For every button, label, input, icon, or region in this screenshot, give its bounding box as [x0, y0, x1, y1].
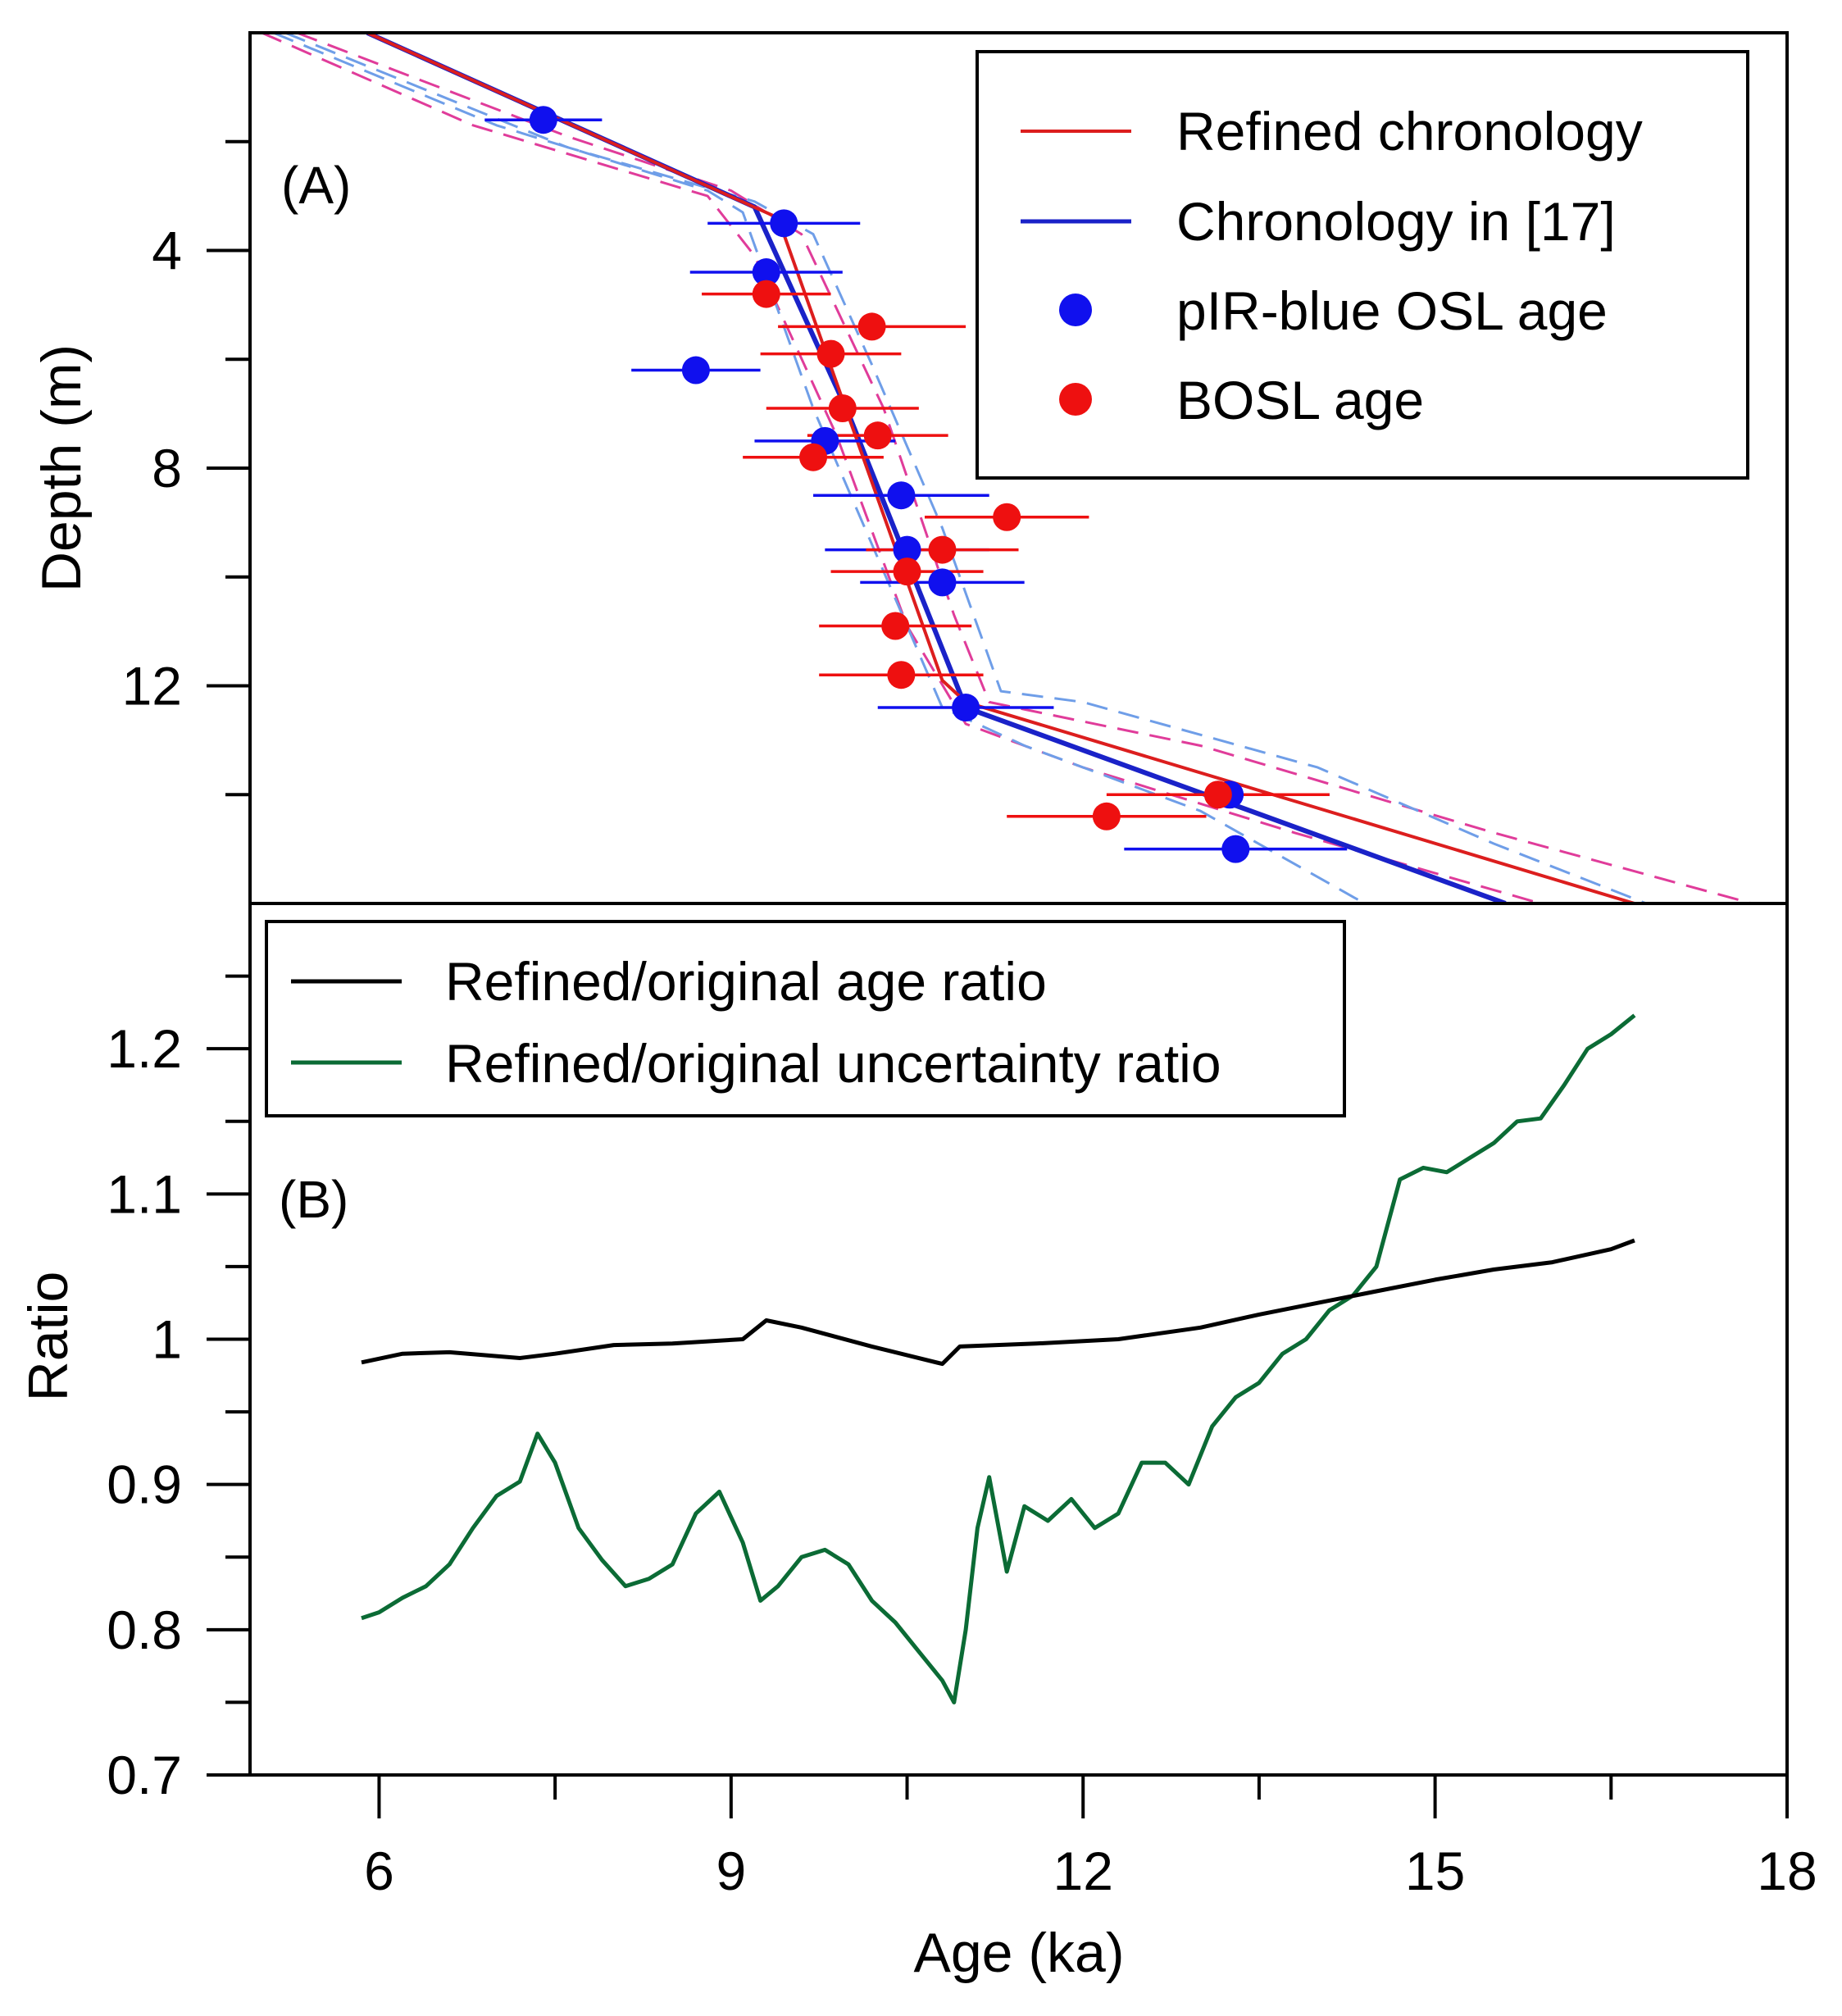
bosl-point [799, 443, 828, 471]
panel-a-y-axis: 4 8 12 [122, 139, 250, 797]
x-axis-tick-label: 9 [716, 1841, 746, 1901]
panel-a-legend: Refined chronology Chronology in [17] pI… [976, 50, 1749, 480]
panel-a-y-tick-label: 4 [152, 221, 182, 281]
x-axis-tick-label: 6 [364, 1841, 394, 1901]
legend-bosl-label: BOSL age [1176, 370, 1424, 430]
legend-pir-blue-osl-marker [1059, 294, 1092, 326]
x-axis-tick-label: 18 [1757, 1841, 1817, 1901]
legend-pir-blue-osl-label: pIR-blue OSL age [1176, 280, 1608, 341]
bosl-point [887, 661, 916, 689]
x-axis-title: Age (ka) [914, 1922, 1125, 1984]
bosl-point [1203, 780, 1232, 809]
pir-blue-osl-point [952, 694, 980, 722]
panel-b-y-axis: 0.7 0.8 0.9 1 1.1 1.2 [107, 974, 250, 1805]
legend-uncertainty-ratio-label: Refined/original uncertainty ratio [445, 1033, 1221, 1094]
legend-refined-chronology-label: Refined chronology [1176, 101, 1643, 162]
bosl-point [857, 312, 886, 341]
panel-a-band-line-5 [273, 33, 1366, 903]
panel-a: 4 8 12 (A) Depth (m) Refined chronology Ch… [30, 31, 1789, 905]
panel-b: 0.7 0.8 0.9 1 1.1 1.2 6 9 12 15 18 (B) Ratio Age … [17, 903, 1817, 1984]
pir-blue-osl-point [928, 568, 957, 597]
x-axis-tick-label: 12 [1053, 1841, 1113, 1901]
panel-b-y-tick-label: 1.1 [107, 1163, 182, 1224]
panel-a-legend-box [976, 50, 1749, 480]
bosl-point [828, 394, 857, 422]
panel-a-y-tick-label: 8 [152, 438, 182, 498]
pir-blue-osl-point [681, 356, 710, 385]
bosl-point [816, 339, 845, 368]
age-ratio-line [361, 1238, 1635, 1367]
bosl-point [1092, 802, 1121, 831]
refined-chronology-line [366, 33, 1635, 903]
pir-blue-osl-point [770, 209, 798, 238]
panel-b-x-axis: 6 9 12 15 18 [364, 1775, 1817, 1901]
panel-a-y-axis-title: Depth (m) [30, 344, 93, 592]
pir-blue-osl-point [752, 258, 780, 287]
uncertainty-ratio-line [361, 1013, 1636, 1704]
panel-b-label: (B) [279, 1170, 348, 1229]
pir-blue-osl-point [1221, 835, 1250, 863]
legend-age-ratio-label: Refined/original age ratio [445, 951, 1047, 1012]
panel-b-y-tick-label: 0.7 [107, 1745, 182, 1805]
bosl-point [993, 503, 1021, 531]
panel-b-y-tick-label: 1.2 [107, 1018, 182, 1079]
panel-b-y-tick-label: 0.8 [107, 1600, 182, 1660]
panel-a-y-tick-label: 12 [122, 656, 182, 717]
bosl-point [752, 280, 780, 308]
panel-a-band-line-2 [296, 33, 1753, 903]
panel-b-y-tick-label: 1 [152, 1309, 182, 1370]
bosl-point [881, 612, 910, 640]
legend-chronology-17-label: Chronology in [17] [1176, 191, 1616, 252]
panel-b-legend-box [265, 920, 1346, 1117]
pir-blue-osl-point [893, 535, 921, 564]
bosl-point [928, 535, 957, 564]
panel-a-label: (A) [281, 156, 351, 215]
panel-a-band-line-4 [284, 33, 1647, 903]
pir-blue-osl-point [529, 106, 557, 134]
panel-b-y-tick-label: 0.9 [107, 1454, 182, 1515]
legend-bosl-marker [1059, 383, 1092, 416]
bosl-point [863, 421, 892, 450]
panel-b-legend: Refined/original age ratio Refined/origi… [265, 920, 1346, 1117]
pir-blue-osl-point [887, 481, 916, 510]
bosl-point [893, 557, 921, 586]
panel-b-y-axis-title: Ratio [17, 1272, 80, 1402]
x-axis-tick-label: 15 [1405, 1841, 1465, 1901]
